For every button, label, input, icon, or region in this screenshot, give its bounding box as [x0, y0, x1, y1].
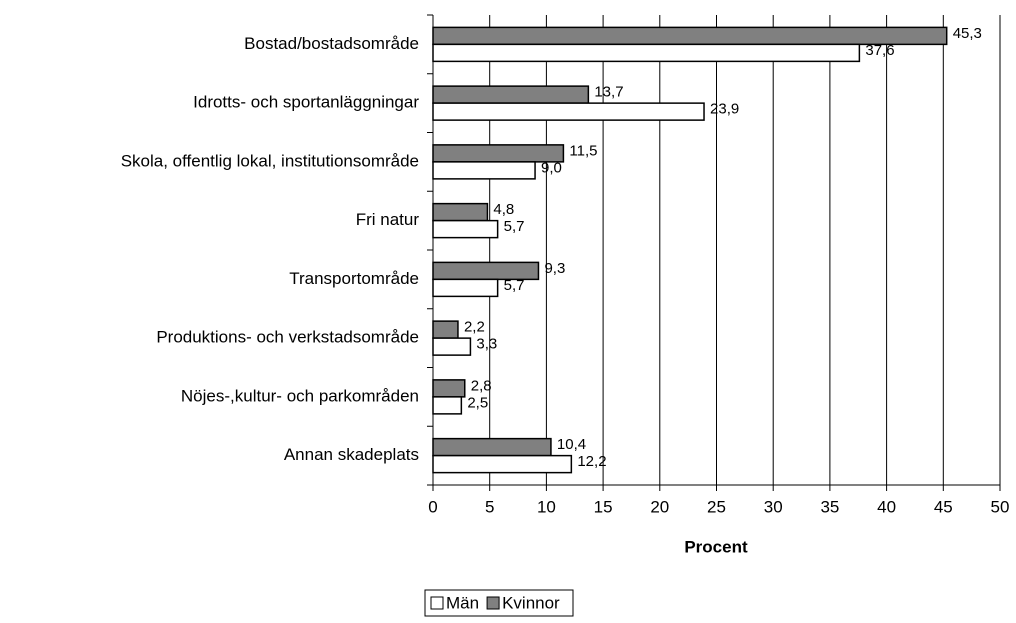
- bar: [432, 320, 459, 339]
- bar: [432, 102, 705, 121]
- x-tick-label: 25: [707, 497, 726, 516]
- bar: [432, 379, 466, 398]
- x-tick-label: 5: [485, 497, 494, 516]
- value-label: 5,7: [504, 218, 525, 235]
- x-tick-label: 50: [991, 497, 1010, 516]
- bar: [432, 437, 552, 457]
- value-label: 2,2: [464, 319, 485, 336]
- bar: [432, 278, 499, 298]
- value-label: 13,7: [594, 84, 623, 101]
- value-label: 45,3: [953, 25, 982, 42]
- value-label: 3,3: [476, 336, 497, 353]
- bar: [432, 396, 463, 415]
- value-label: 2,8: [471, 377, 492, 394]
- y-tick-label: Transportområde: [289, 269, 419, 288]
- bar: [432, 202, 489, 222]
- x-tick-label: 20: [650, 497, 669, 516]
- x-axis-title: Procent: [684, 537, 748, 556]
- y-tick-label: Produktions- och verkstadsområde: [156, 328, 419, 347]
- legend-swatch: [430, 596, 444, 610]
- legend-label: Kvinnor: [502, 593, 560, 612]
- bar: [432, 219, 499, 239]
- bar: [432, 85, 590, 104]
- y-tick-label: Fri natur: [356, 210, 420, 229]
- value-label: 37,6: [865, 42, 894, 59]
- value-label: 10,4: [557, 436, 586, 453]
- bar: [432, 43, 861, 63]
- y-tick-label: Skola, offentlig lokal, institutionsområ…: [121, 151, 419, 170]
- bar: [432, 337, 472, 356]
- value-label: 11,5: [569, 142, 597, 159]
- value-label: 23,9: [710, 101, 739, 118]
- y-tick-label: Idrotts- och sportanläggningar: [193, 93, 419, 112]
- x-tick-label: 30: [764, 497, 783, 516]
- value-label: 9,0: [541, 159, 562, 176]
- x-tick-label: 15: [594, 497, 613, 516]
- y-tick-label: Nöjes-,kultur- och parkområden: [181, 386, 419, 405]
- x-tick-label: 45: [934, 497, 953, 516]
- bar: [432, 161, 536, 180]
- value-label: 4,8: [493, 201, 514, 218]
- legend-label: Män: [446, 593, 479, 612]
- y-tick-label: Annan skadeplats: [284, 445, 419, 464]
- value-label: 5,7: [504, 277, 525, 294]
- x-tick-label: 35: [820, 497, 839, 516]
- x-tick-label: 0: [428, 497, 437, 516]
- legend-swatch: [486, 596, 500, 610]
- x-tick-label: 40: [877, 497, 896, 516]
- y-tick-label: Bostad/bostadsområde: [244, 34, 419, 53]
- value-label: 12,2: [577, 453, 606, 470]
- x-tick-label: 10: [537, 497, 556, 516]
- value-label: 9,3: [544, 260, 565, 277]
- bar: [432, 454, 573, 474]
- value-label: 2,5: [467, 394, 488, 411]
